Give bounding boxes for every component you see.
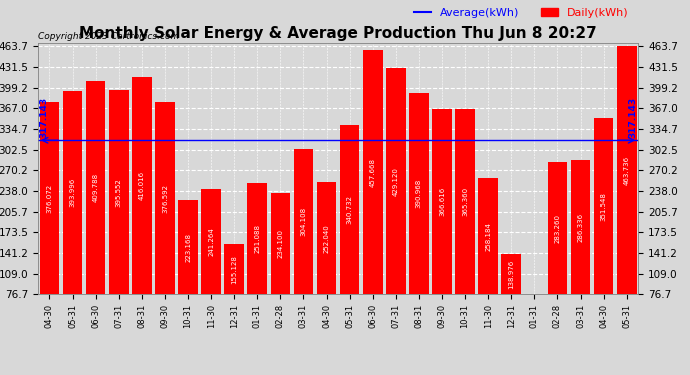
Bar xyxy=(432,108,452,294)
Bar xyxy=(40,102,59,294)
Bar xyxy=(571,160,591,294)
Bar xyxy=(294,148,313,294)
Text: 390.968: 390.968 xyxy=(416,179,422,208)
Bar xyxy=(132,77,152,294)
Bar xyxy=(155,102,175,294)
Text: 409.788: 409.788 xyxy=(92,173,99,202)
Text: 258.184: 258.184 xyxy=(485,222,491,251)
Text: 155.128: 155.128 xyxy=(231,255,237,284)
Bar xyxy=(455,110,475,294)
Text: 395.552: 395.552 xyxy=(116,178,121,207)
Bar xyxy=(594,118,613,294)
Text: 223.168: 223.168 xyxy=(185,233,191,262)
Text: 234.100: 234.100 xyxy=(277,230,284,258)
Text: 304.108: 304.108 xyxy=(300,207,306,236)
Bar xyxy=(317,182,336,294)
Bar xyxy=(248,183,267,294)
Text: Copyright 2023 Cartronics.com: Copyright 2023 Cartronics.com xyxy=(38,32,179,41)
Text: 416.016: 416.016 xyxy=(139,171,145,200)
Text: 340.732: 340.732 xyxy=(346,195,353,224)
Text: 463.736: 463.736 xyxy=(624,156,630,185)
Text: 376.072: 376.072 xyxy=(46,184,52,213)
Text: 393.996: 393.996 xyxy=(70,178,76,207)
Text: 457.668: 457.668 xyxy=(370,158,376,187)
Bar xyxy=(63,91,82,294)
Text: 286.336: 286.336 xyxy=(578,213,584,242)
Text: 366.616: 366.616 xyxy=(439,187,445,216)
Bar xyxy=(548,162,567,294)
Bar xyxy=(409,93,428,294)
Legend: Average(kWh), Daily(kWh): Average(kWh), Daily(kWh) xyxy=(409,3,633,22)
Text: 317.143: 317.143 xyxy=(628,97,637,138)
Bar xyxy=(224,244,244,294)
Bar xyxy=(386,69,406,294)
Text: 283.260: 283.260 xyxy=(555,214,560,243)
Title: Monthly Solar Energy & Average Production Thu Jun 8 20:27: Monthly Solar Energy & Average Productio… xyxy=(79,26,597,40)
Bar xyxy=(502,255,521,294)
Text: 251.088: 251.088 xyxy=(255,224,260,253)
Bar xyxy=(86,81,106,294)
Text: 376.592: 376.592 xyxy=(162,184,168,213)
Bar xyxy=(340,125,359,294)
Text: 429.120: 429.120 xyxy=(393,167,399,196)
Bar xyxy=(201,189,221,294)
Text: 365.360: 365.360 xyxy=(462,187,468,216)
Text: 252.040: 252.040 xyxy=(324,224,330,252)
Text: 241.264: 241.264 xyxy=(208,227,214,256)
Bar xyxy=(478,178,498,294)
Bar xyxy=(270,194,290,294)
Text: 138.976: 138.976 xyxy=(509,260,514,289)
Bar xyxy=(178,201,198,294)
Text: 317.143: 317.143 xyxy=(39,97,48,138)
Bar xyxy=(617,46,636,294)
Bar xyxy=(363,50,382,294)
Bar xyxy=(109,90,128,294)
Text: 351.548: 351.548 xyxy=(600,192,607,221)
Bar xyxy=(524,294,544,302)
